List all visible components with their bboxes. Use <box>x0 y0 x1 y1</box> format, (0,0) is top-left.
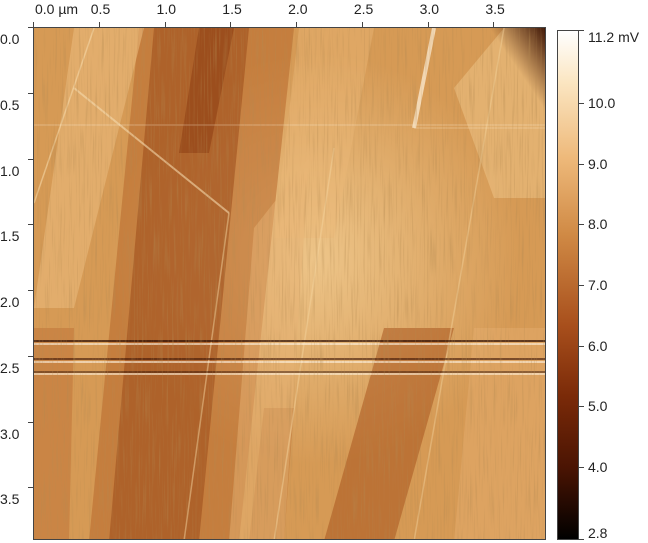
y-tick-label: 0.0 <box>0 31 20 47</box>
colorbar-tick-label: 7.0 <box>588 277 608 293</box>
colorbar-tick-label: 11.2 mV <box>588 29 640 45</box>
colorbar-tick-label: 9.0 <box>588 155 608 172</box>
colorbar-tick-label: 8.0 <box>588 216 608 233</box>
y-tick-mark <box>28 290 33 292</box>
y-tick-mark <box>28 158 33 160</box>
x-tick-mark <box>361 22 363 27</box>
colorbar-tick-mark <box>579 539 584 540</box>
x-tick-label: 3.5 <box>485 1 505 17</box>
x-tick-mark <box>493 22 495 27</box>
afm-scan-image <box>33 27 546 540</box>
colorbar-tick-label: 6.0 <box>588 337 608 354</box>
colorbar-tick-label: 4.0 <box>588 459 608 476</box>
y-tick-label: 1.0 <box>0 162 20 179</box>
colorbar-tick-mark <box>579 224 584 226</box>
scan-noise <box>34 28 545 539</box>
colorbar-tick-mark <box>579 163 584 165</box>
colorbar-tick-mark <box>579 285 584 286</box>
x-tick-mark <box>427 22 429 27</box>
y-tick-mark <box>28 224 33 226</box>
x-tick-mark <box>98 22 100 27</box>
x-tick-label: 1.5 <box>222 1 242 17</box>
y-tick-label: 3.5 <box>0 491 20 508</box>
y-tick-label: 2.0 <box>0 294 20 311</box>
y-tick-label: 0.5 <box>0 96 20 113</box>
y-tick-mark <box>28 421 33 423</box>
colorbar-tick-mark <box>579 30 584 31</box>
colorbar-tick-label: 10.0 <box>588 94 616 111</box>
x-tick-label: 3.0 <box>419 1 440 17</box>
colorbar-tick-mark <box>579 406 584 408</box>
x-tick-label: 2.0 <box>288 1 308 17</box>
colorbar-tick-label: 5.0 <box>588 398 608 415</box>
colorbar-tick-label: 2.8 <box>588 525 608 541</box>
y-tick-label: 1.5 <box>0 228 20 245</box>
y-tick-label: 2.5 <box>0 359 20 376</box>
colorbar-tick-mark <box>579 467 584 469</box>
y-tick-mark <box>28 92 33 94</box>
x-tick-label: 1.0 <box>156 1 176 17</box>
afm-scan-texture <box>34 28 545 539</box>
y-tick-mark <box>28 355 33 357</box>
x-tick-mark <box>296 22 298 27</box>
x-tick-label: 0.5 <box>90 1 111 17</box>
x-tick-label: 2.5 <box>353 1 374 17</box>
x-tick-mark <box>164 22 166 27</box>
y-tick-mark <box>28 487 33 489</box>
colorbar-tick-mark <box>579 345 584 347</box>
y-tick-label: 3.0 <box>0 425 20 442</box>
y-tick-mark <box>28 27 33 28</box>
colorbar <box>557 30 579 540</box>
x-tick-mark <box>33 22 34 27</box>
x-tick-mark <box>230 22 232 27</box>
colorbar-tick-mark <box>579 102 584 104</box>
x-tick-label: 0.0 µm <box>35 1 79 17</box>
